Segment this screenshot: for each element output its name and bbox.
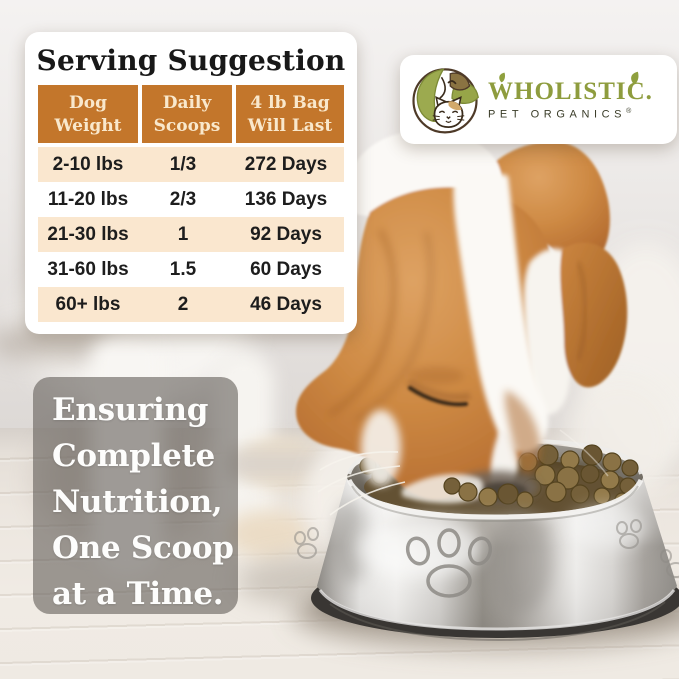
serving-table-body: 2-10 lbs 1/3 272 Days 11-20 lbs 2/3 136 Days 2… [38,147,344,323]
dog-cat-leaves-logo-icon [412,67,479,133]
tagline-panel: Ensuring Complete Nutrition, One Scoop at a … [33,377,238,614]
table-cell: 1/3 [169,153,197,175]
table-row: 11-20 lbs 2/3 136 Days [38,182,344,218]
table-header-cell: Dog Weight [38,85,138,144]
serving-table: Dog Weight Daily Scoops 4 lb Bag Will Last 2-… [38,85,344,323]
dog-head [296,130,628,504]
tagline-line: One Scoop [52,530,234,566]
registered-trademark: ® [626,107,632,115]
brand-subtitle: PET ORGANICS® [488,108,677,121]
tagline-line: Ensuring [52,392,209,428]
table-cell: 1.5 [169,258,197,280]
brand-name: WHOLISTIC. [488,77,653,105]
leaf-accent-icon [499,72,506,83]
table-cell: 272 Days [244,153,328,175]
paw-print-emboss [405,528,493,598]
table-cell: 21-30 lbs [47,223,129,245]
table-cell: 11-20 lbs [47,188,129,210]
table-row: 60+ lbs 2 46 Days [38,287,344,323]
table-cell: 2 [177,293,189,315]
serving-table-header: Dog Weight Daily Scoops 4 lb Bag Will Last [38,85,344,144]
brand-wordmark: WHOLISTIC. PET ORGANICS® [488,71,677,121]
brand-subtitle-text: PET ORGANICS [488,108,627,121]
kibble-front [443,477,534,509]
table-header-cell: 4 lb Bag Will Last [236,85,344,144]
tagline-line: Nutrition, [52,484,223,520]
leaf-accent-icon [631,71,639,84]
table-cell: 92 Days [250,223,322,245]
table-row: 2-10 lbs 1/3 272 Days [38,147,344,183]
table-cell: 31-60 lbs [47,258,129,280]
blurred-dog-paw [226,510,308,558]
table-cell: 2-10 lbs [52,153,124,175]
table-cell: 46 Days [250,293,322,315]
table-cell: 60+ lbs [55,293,121,315]
table-row: 21-30 lbs 1 92 Days [38,217,344,253]
table-header-cell: Daily Scoops [142,85,232,144]
tagline-line: at a Time. [52,576,224,612]
table-cell: 1 [177,223,189,245]
paw-print-emboss-small [294,519,679,578]
steel-bowl [294,478,679,642]
table-cell: 136 Days [244,188,328,210]
table-row: 31-60 lbs 1.5 60 Days [38,252,344,288]
serving-suggestion-card: Serving Suggestion Dog Weight Daily Scoops 4… [25,32,357,334]
whiskers [317,429,609,516]
tagline-line: Complete [52,438,215,474]
serving-card-title: Serving Suggestion [36,44,346,77]
table-cell: 60 Days [250,258,322,280]
table-cell: 2/3 [169,188,197,210]
brand-logo-card: WHOLISTIC. PET ORGANICS® [400,55,677,144]
